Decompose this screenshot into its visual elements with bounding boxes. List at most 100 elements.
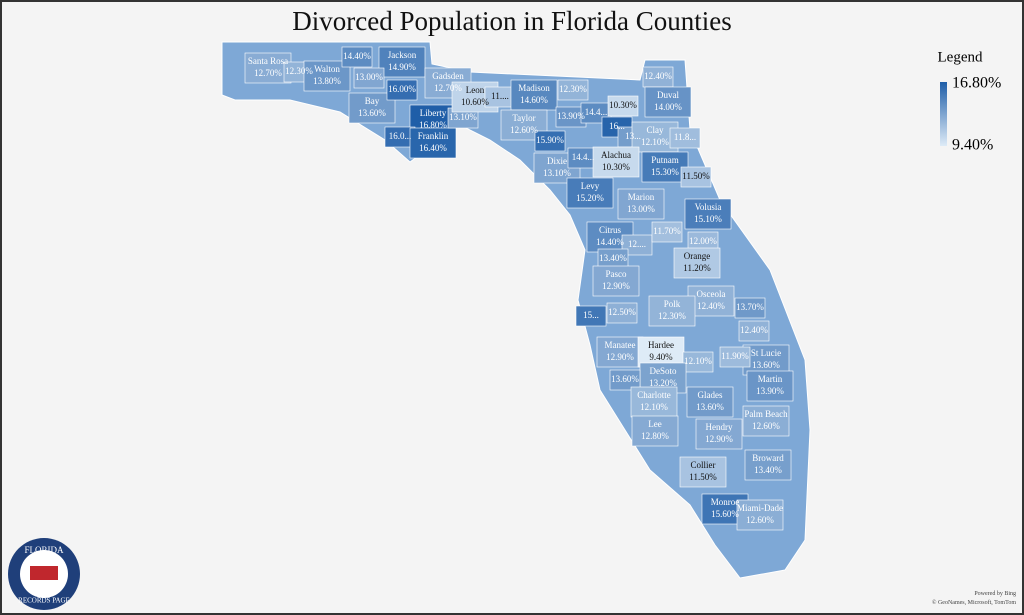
county xyxy=(557,79,589,101)
county-name: Charlotte xyxy=(637,390,671,400)
attribution-2: © GeoNames, Microsoft, TomTom xyxy=(932,599,1016,606)
county-value-label: 13... xyxy=(625,131,641,141)
county xyxy=(609,369,641,391)
legend-max: 16.80% xyxy=(952,75,1001,92)
county xyxy=(742,344,790,376)
county xyxy=(742,405,790,437)
county-name: Jackson xyxy=(388,50,417,60)
county-name: Osceola xyxy=(697,289,726,299)
county xyxy=(684,198,732,230)
county-name: Bay xyxy=(365,96,380,106)
county-name: Volusia xyxy=(695,202,722,212)
county-value-label: 12.60% xyxy=(510,125,538,135)
county-value-label: 11.8... xyxy=(674,132,696,142)
county-name: Lee xyxy=(648,419,662,429)
map-title: Divorced Population in Florida Counties xyxy=(292,6,731,36)
county xyxy=(651,221,683,243)
county-name: Dixie xyxy=(547,156,567,166)
county-name: Gadsden xyxy=(432,71,464,81)
county xyxy=(378,46,426,78)
county xyxy=(566,177,614,209)
county-value-label: 15.90% xyxy=(536,135,564,145)
county-name: Alachua xyxy=(601,150,631,160)
county xyxy=(686,386,734,418)
county xyxy=(679,456,727,488)
legend-title: Legend xyxy=(938,49,983,65)
county-name: Polk xyxy=(664,299,681,309)
county-name: Monroe xyxy=(711,497,740,507)
county-value-label: 13.20% xyxy=(649,378,677,388)
county-value-label: 13.90% xyxy=(557,111,585,121)
county xyxy=(575,305,607,327)
county-value-label: 12.30% xyxy=(658,311,686,321)
county-value-label: 15.30% xyxy=(651,167,679,177)
county-name: Taylor xyxy=(512,113,535,123)
county-name: Walton xyxy=(314,64,340,74)
county-name: Glades xyxy=(698,390,723,400)
county-value-label: 15.10% xyxy=(694,214,722,224)
county xyxy=(673,247,721,279)
county-name: Putnam xyxy=(651,155,679,165)
county-value-label: 13.80% xyxy=(313,76,341,86)
county-value-label: 14.4... xyxy=(572,152,595,162)
county-name: Hendry xyxy=(706,422,733,432)
county xyxy=(682,351,714,373)
county-value-label: 13.40% xyxy=(754,465,782,475)
county xyxy=(738,320,770,342)
county-value-label: 12.90% xyxy=(606,352,634,362)
county xyxy=(695,418,743,450)
county-name: Franklin xyxy=(418,131,449,141)
county-name: Madison xyxy=(518,83,550,93)
county-value-label: 16.80% xyxy=(419,120,447,130)
county xyxy=(734,297,766,319)
logo-top: FLORIDA xyxy=(24,545,64,555)
county-name: Liberty xyxy=(420,108,447,118)
county-name: Palm Beach xyxy=(744,409,788,419)
county xyxy=(386,79,418,101)
county-value-label: 16.00% xyxy=(388,84,416,94)
county-value-label: 14.4... xyxy=(585,107,608,117)
county-value-label: 12.90% xyxy=(602,281,630,291)
county-name: Martin xyxy=(758,374,783,384)
county-value-label: 12.... xyxy=(628,239,646,249)
county xyxy=(680,166,712,188)
county xyxy=(607,95,639,117)
county xyxy=(644,86,692,118)
logo: FLORIDA RECORDS PAGE xyxy=(8,538,80,610)
county xyxy=(596,336,644,368)
county-value-label: 12.40% xyxy=(697,301,725,311)
county-value-label: 13.60% xyxy=(358,108,386,118)
county-value-label: 14.90% xyxy=(388,62,416,72)
county xyxy=(631,415,679,447)
county-value-label: 10.30% xyxy=(609,100,637,110)
county-name: Pasco xyxy=(606,269,627,279)
county xyxy=(244,52,292,84)
county-value-label: 12.60% xyxy=(746,515,774,525)
county xyxy=(409,127,457,159)
county-value-label: 14.00% xyxy=(654,102,682,112)
county-value-label: 16.0... xyxy=(389,131,412,141)
county-value-label: 12.70% xyxy=(254,68,282,78)
county-value-label: 12.10% xyxy=(640,402,668,412)
county xyxy=(617,188,665,220)
county-value-label: 16.40% xyxy=(419,143,447,153)
county-value-label: 12.40% xyxy=(740,325,768,335)
county-name: Marion xyxy=(628,192,655,202)
county xyxy=(744,449,792,481)
county xyxy=(592,265,640,297)
county-name: Orange xyxy=(684,251,711,261)
county-name: Collier xyxy=(691,460,716,470)
county-value-label: 12.30% xyxy=(285,66,313,76)
county-name: Manatee xyxy=(605,340,636,350)
county-value-label: 12.60% xyxy=(752,421,780,431)
county xyxy=(669,127,701,149)
county xyxy=(648,295,696,327)
county-name: Levy xyxy=(581,181,600,191)
county-value-label: 12.80% xyxy=(641,431,669,441)
county xyxy=(510,79,558,111)
attribution-1: Powered by Bing xyxy=(974,591,1016,597)
county-value-label: 15.20% xyxy=(576,193,604,203)
county-value-label: 13.00% xyxy=(355,72,383,82)
